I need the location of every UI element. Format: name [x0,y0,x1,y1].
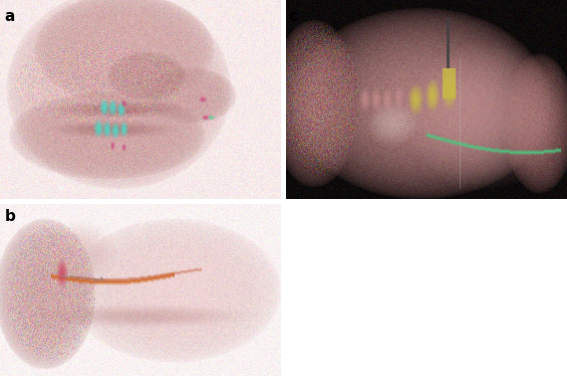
Text: c: c [288,9,297,24]
Text: a: a [5,9,15,24]
Text: b: b [5,209,15,224]
